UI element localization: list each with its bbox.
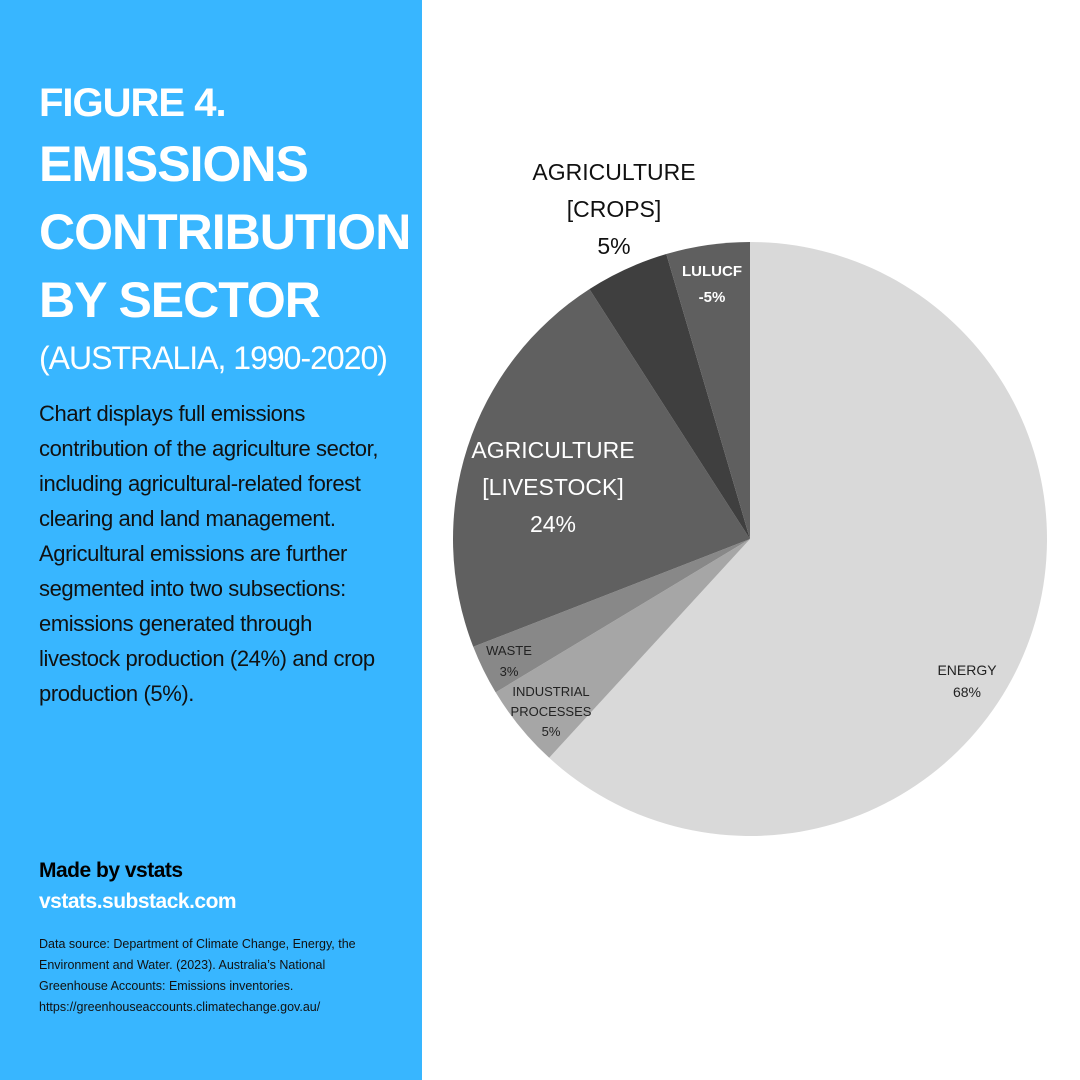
pie-slices bbox=[453, 242, 1048, 837]
pie-slice-waste bbox=[473, 539, 750, 693]
info-panel: FIGURE 4. EMISSIONS CONTRIBUTION BY SECT… bbox=[0, 0, 422, 1080]
chart-title: EMISSIONS CONTRIBUTION BY SECTOR bbox=[39, 136, 411, 328]
chart-subtitle: (AUSTRALIA, 1990-2020) bbox=[39, 340, 388, 376]
pie-slice-lulucf bbox=[666, 242, 750, 539]
chart-description: Chart displays full emissions contributi… bbox=[39, 401, 384, 706]
pie-slice-crops bbox=[589, 254, 750, 539]
slice-label-lulucf: LULUCF -5% bbox=[682, 263, 742, 306]
slice-label-waste: WASTE 3% bbox=[486, 643, 532, 679]
data-source-note: Data source: Department of Climate Chang… bbox=[39, 937, 356, 1014]
pie-labels: ENERGY 68% INDUSTRIAL PROCESSES 5% WASTE 3% AGR… bbox=[471, 159, 997, 739]
slice-label-crops: AGRICULTURE [CROPS] 5% bbox=[532, 159, 695, 259]
pie-slice-livestock bbox=[453, 289, 750, 647]
pie-slice-industrial bbox=[495, 539, 750, 758]
slice-label-energy: ENERGY 68% bbox=[937, 662, 997, 700]
pie-chart: ENERGY 68% INDUSTRIAL PROCESSES 5% WASTE 3% AGR… bbox=[453, 159, 1048, 837]
slice-label-industrial: INDUSTRIAL PROCESSES 5% bbox=[511, 684, 592, 739]
slice-label-livestock: AGRICULTURE [LIVESTOCK] 24% bbox=[471, 437, 634, 537]
author-link[interactable]: vstats.substack.com bbox=[39, 890, 237, 913]
author-credit: Made by vstats bbox=[39, 859, 183, 882]
figure-label: FIGURE 4. bbox=[39, 81, 227, 125]
pie-slice-energy bbox=[549, 242, 1048, 837]
